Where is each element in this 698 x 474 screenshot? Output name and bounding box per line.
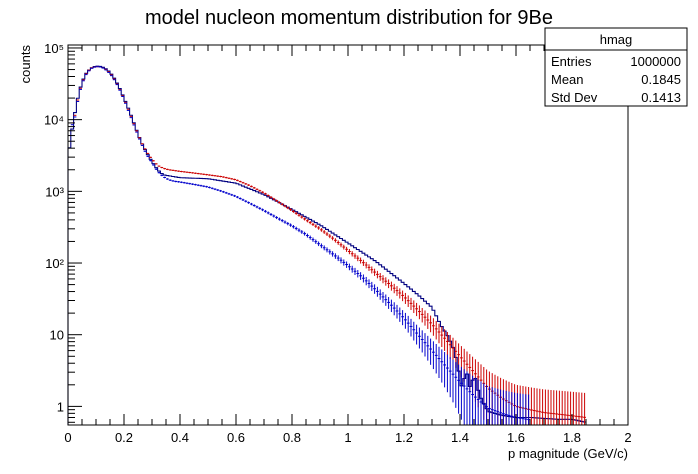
y-axis-label: counts (18, 45, 33, 84)
stats-box-frame (544, 27, 688, 107)
x-tick-label: 0.2 (115, 430, 133, 445)
stats-entries-label: Entries (551, 54, 592, 69)
series-1 (70, 66, 586, 425)
x-tick-label: 1 (344, 430, 351, 445)
stats-stddev-value: 0.1413 (641, 90, 681, 105)
x-tick-label: 2 (624, 430, 631, 445)
x-axis-label: p magnitude (GeV/c) (508, 446, 628, 461)
x-axis: 0 0.2 0.4 0.6 0.8 1 1.2 1.4 1.6 1.8 2 (64, 45, 632, 445)
x-tick-label: 1.2 (395, 430, 413, 445)
histogram-step-line (67, 65, 586, 425)
y-tick-label: 1 (57, 399, 64, 414)
y-tick-label: 10² (45, 256, 64, 271)
x-tick-label: 0.6 (227, 430, 245, 445)
stats-stddev-label: Std Dev (551, 90, 598, 105)
x-tick-label: 0.4 (171, 430, 189, 445)
y-tick-label: 10⁴ (44, 113, 64, 128)
stats-box: hmag Entries 1000000 Mean 0.1845 Std Dev… (544, 27, 688, 107)
plot-frame (67, 44, 629, 426)
x-tick-label: 1.4 (451, 430, 469, 445)
x-tick-label: 1.8 (563, 430, 581, 445)
x-tick-label: 0.8 (283, 430, 301, 445)
series-layer (67, 65, 586, 425)
series-0 (67, 65, 586, 425)
chart-title: model nucleon momentum distribution for … (145, 7, 553, 29)
stats-mean-label: Mean (551, 72, 584, 87)
y-tick-label: 10³ (45, 184, 64, 199)
y-axis: 1 10 10² 10³ 10⁴ 10⁵ (44, 41, 82, 423)
y-tick-label: 10⁵ (44, 41, 64, 56)
stats-box-name: hmag (600, 32, 633, 47)
x-tick-label: 0 (64, 430, 71, 445)
stats-entries-value: 1000000 (630, 54, 681, 69)
series-2 (70, 66, 530, 425)
x-tick-label: 1.6 (507, 430, 525, 445)
y-tick-label: 10 (50, 328, 64, 343)
stats-mean-value: 0.1845 (641, 72, 681, 87)
